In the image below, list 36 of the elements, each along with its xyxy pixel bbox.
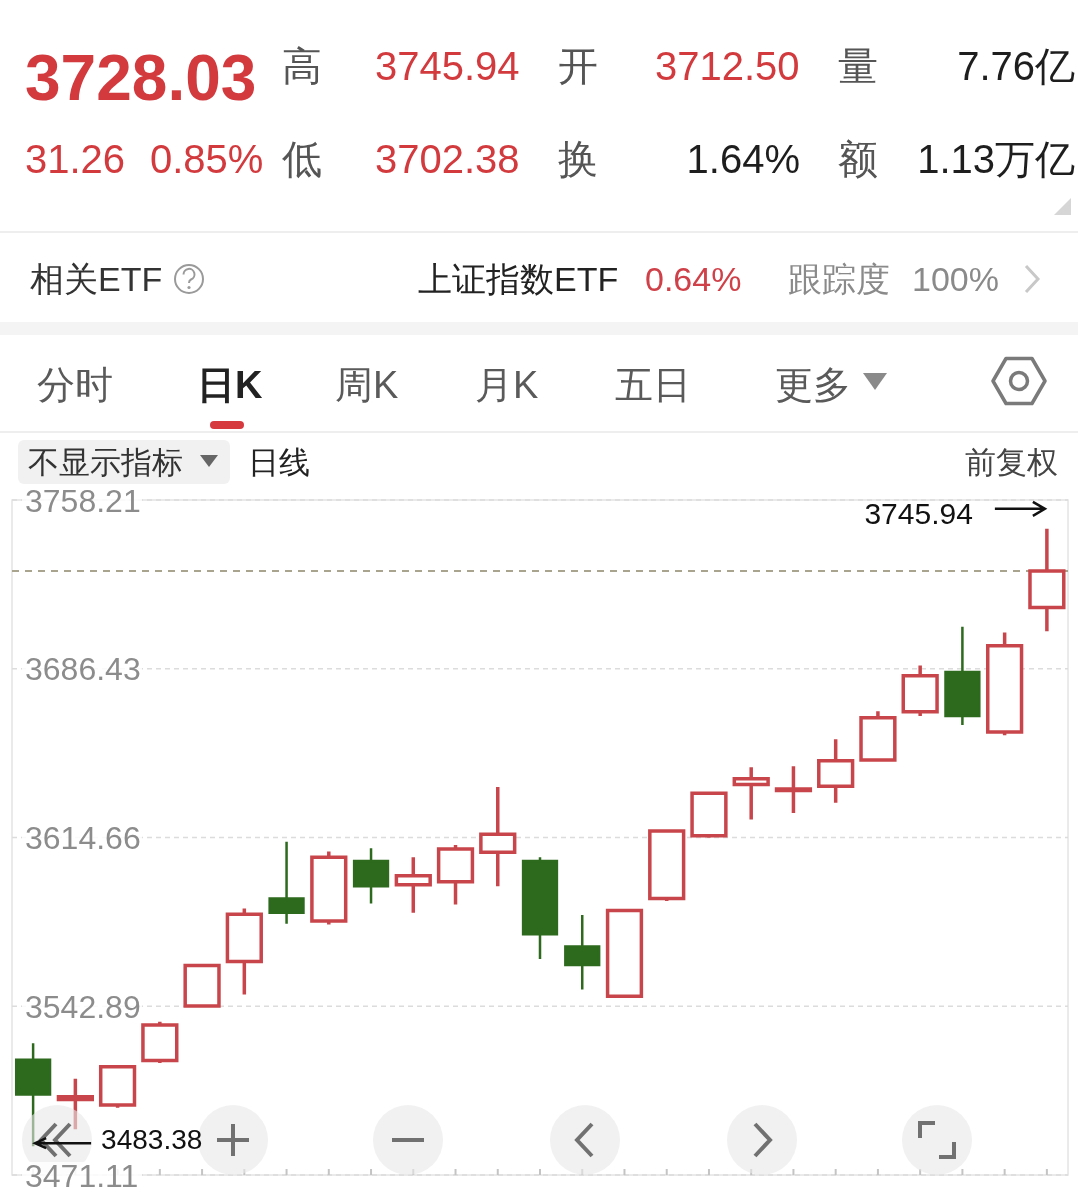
annotation: 额 [838,137,878,181]
annotation: 3745.94 [375,44,520,88]
annotation: 换 [558,137,598,181]
annotation: 相关ETF [30,260,163,298]
tab-label-more: 更多 [775,364,851,406]
annotation: 3712.50 [655,44,800,88]
annotation: 量 [838,44,878,88]
annotation: 100% [912,260,999,298]
y-tick-label: 3758.21 [25,482,141,519]
y-tick-label: 3614.66 [25,820,141,856]
tab-label: 周K [335,364,399,406]
y-tick-label: 3471.11 [25,1157,139,1193]
annotation: 日线 [248,445,310,480]
annotation: 低 [282,137,322,181]
annotation: 高 [282,44,322,88]
annotation: 7.76亿 [957,44,1075,88]
control-indicator-select: 不显示指标 [18,440,230,484]
annotation: 上证指数ETF [418,260,619,298]
tab-label-selected: 日K [197,364,263,406]
annotation: 0.85% [150,137,264,181]
annotation: 开 [558,44,598,88]
y-tick-label: 3686.43 [25,651,141,688]
tab-label: 月K [475,364,539,406]
annotation: 3483.38 [101,1124,203,1156]
control-price-adjustment: 前复权 [965,445,1058,480]
annotation: 31.26 [25,137,126,181]
annotation: 跟踪度 [788,260,890,298]
annotation: 3728.03 [25,42,257,114]
tab-label: 分时 [37,364,113,406]
annotation: 3745.94 [864,496,973,530]
annotation: 3702.38 [375,137,520,181]
annotation: 0.64% [645,260,742,298]
tab-label: 五日 [615,364,691,406]
annotation: 1.13万亿 [917,137,1075,181]
y-tick-label: 3542.89 [25,988,141,1025]
annotation: 1.64% [686,137,800,181]
